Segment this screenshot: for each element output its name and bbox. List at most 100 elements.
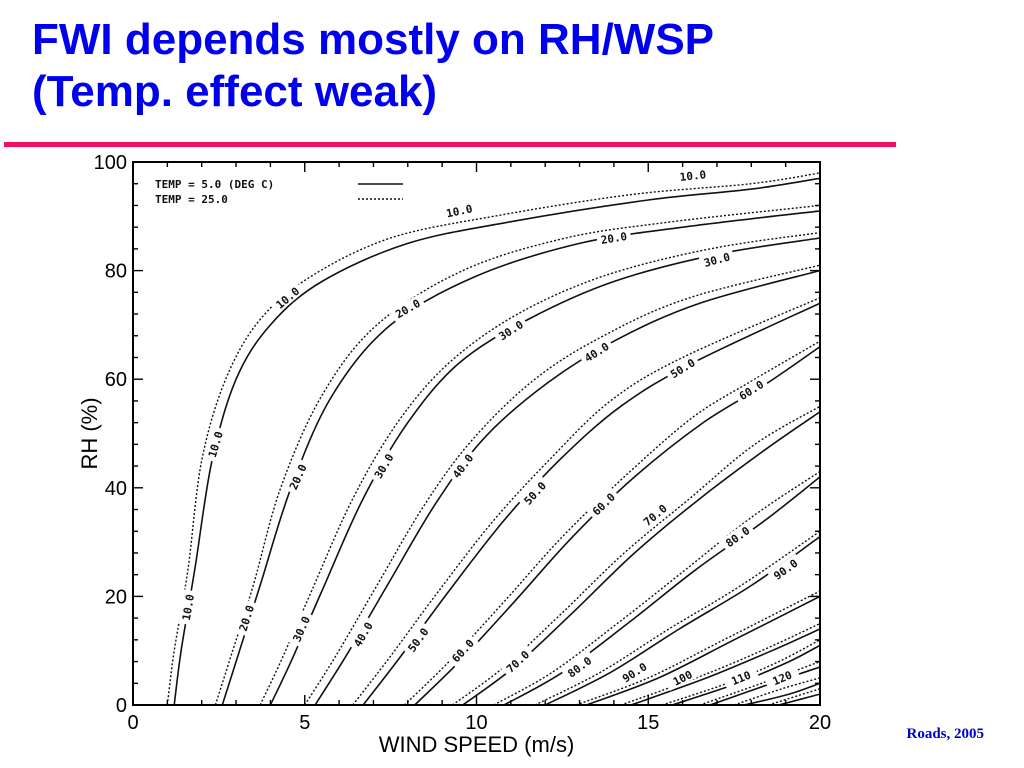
- contour-label-text: 20.0: [287, 462, 310, 491]
- contour-label-50.0-1: 50.0: [518, 475, 551, 510]
- x-tick-label: 10: [465, 712, 487, 734]
- contour-label-text: 30.0: [703, 251, 732, 270]
- y-tick-label: 60: [105, 369, 127, 391]
- contour-temp5-10.0: [173, 177, 820, 705]
- contour-temp25-unlabeled-13: [733, 677, 820, 705]
- contour-label-bg: [389, 294, 426, 323]
- contour-label-text: 10.0: [679, 168, 707, 184]
- y-tick-label: 0: [116, 695, 127, 717]
- contour-label-bg: [698, 248, 735, 270]
- contour-label-70.0-0: 70.0: [500, 644, 535, 678]
- contour-temp25-40.0: [304, 264, 820, 705]
- contour-temp25-120: [661, 639, 820, 705]
- contour-temp5-120: [672, 644, 820, 705]
- slide-title: FWI depends mostly on RH/WSP (Temp. effe…: [32, 14, 932, 118]
- title-divider: [4, 142, 896, 147]
- contour-label-10.0-0: 10.0: [178, 589, 197, 626]
- contour-label-50.0-2: 50.0: [664, 353, 701, 383]
- contour-label-bg: [178, 589, 197, 626]
- contour-label-20.0-2: 20.0: [389, 294, 426, 323]
- contour-temp5-80.0: [503, 476, 820, 705]
- contour-label-bg: [763, 664, 801, 691]
- x-tick-label: 20: [809, 712, 831, 734]
- contour-temp25-110: [620, 622, 820, 705]
- contour-labels: 10.0 10.0 10.0 10.0 10.0 20.0 20.0 20.0 20.0 30.0…: [178, 166, 803, 691]
- y-tick-label: 100: [94, 152, 127, 174]
- contour-label-60.0-1: 60.0: [586, 487, 620, 521]
- contour-label-80.0-1: 80.0: [719, 521, 755, 552]
- contour-label-bg: [446, 633, 479, 668]
- contour-label-text: 10.0: [206, 430, 226, 459]
- contour-label-text: 30.0: [372, 452, 397, 481]
- contour-temp5-20.0: [221, 210, 820, 705]
- contour-label-10.0-1: 10.0: [203, 426, 226, 463]
- y-tick-label: 80: [105, 261, 127, 283]
- contour-label-text: 20.0: [393, 297, 422, 321]
- contour-label-bg: [288, 610, 314, 647]
- contour-temp5-30.0: [269, 237, 820, 705]
- plot-frame: [132, 161, 821, 706]
- contour-label-60.0-2: 60.0: [733, 375, 769, 405]
- axes: 0 5 10 15 20 0 20 40 60 80 100 WIND SPEED (m/s) RH (…: [77, 152, 831, 757]
- contour-label-text: 40.0: [351, 620, 376, 649]
- contour-label-bg: [637, 498, 673, 531]
- x-axis-title: WIND SPEED (m/s): [379, 732, 575, 757]
- contour-temp25-70.0: [452, 405, 820, 705]
- contour-label-10.0-2: 10.0: [270, 281, 305, 314]
- y-tick-label: 20: [105, 586, 127, 608]
- contour-label-bg: [369, 447, 398, 484]
- contour-label-bg: [441, 200, 478, 221]
- contour-label-bg: [561, 651, 597, 682]
- contour-label-bg: [675, 166, 711, 184]
- contour-label-bg: [596, 228, 632, 247]
- contour-label-bg: [578, 337, 615, 367]
- contour-label-bg: [447, 448, 478, 484]
- contour-label-bg: [616, 657, 653, 687]
- contour-label-20.0-0: 20.0: [234, 599, 258, 637]
- contour-label-bg: [664, 664, 701, 691]
- contour-label-bg: [270, 281, 305, 314]
- contour-label-bg: [500, 644, 535, 678]
- contour-label-10.0-3: 10.0: [441, 200, 478, 221]
- contour-temp25-90.0: [534, 530, 820, 705]
- contour-label-text: 20.0: [600, 230, 628, 247]
- contour-temp25-100: [575, 590, 820, 705]
- contour-label-bg: [767, 553, 803, 585]
- contour-label-20.0-3: 20.0: [596, 228, 632, 247]
- contour-temp5-110: [630, 628, 820, 705]
- contour-label-30.0-2: 30.0: [492, 315, 529, 345]
- y-tick-label: 40: [105, 478, 127, 500]
- contour-label-bg: [402, 621, 434, 658]
- contour-temp5-unlabeled-13: [744, 682, 820, 705]
- contour-label-bg: [719, 521, 755, 552]
- contour-label-30.0-1: 30.0: [369, 447, 398, 484]
- contour-temp25-20.0: [214, 204, 820, 705]
- contour-label-80.0-0: 80.0: [561, 651, 597, 682]
- contour-label-30.0-0: 30.0: [288, 610, 314, 647]
- contour-label-bg: [234, 599, 258, 637]
- contour-temp25-30.0: [259, 231, 820, 705]
- contour-label-text: 10.0: [180, 593, 197, 621]
- contour-label-text: 20.0: [237, 604, 257, 633]
- contour-label-50.0-0: 50.0: [402, 621, 434, 658]
- contour-label-bg: [348, 616, 377, 653]
- x-tick-label: 0: [127, 712, 138, 734]
- contour-label-90.0-1: 90.0: [767, 553, 803, 585]
- source-credit: Roads, 2005: [906, 726, 984, 742]
- contour-label-bg: [284, 458, 311, 495]
- legend-entry-label: TEMP = 25.0: [155, 193, 228, 206]
- contour-label-text: 30.0: [290, 614, 313, 643]
- contour-label-120-0: 120: [763, 664, 801, 691]
- contour-label-bg: [722, 664, 760, 690]
- x-tick-label: 5: [299, 712, 310, 734]
- slide-title-line-2: (Temp. effect weak): [32, 67, 438, 116]
- legend-entry-label: TEMP = 5.0 (DEG C): [155, 178, 274, 191]
- plot-area: 10.0 10.0 10.0 10.0 10.0 20.0 20.0 20.0 20.0 30.0…: [166, 166, 820, 705]
- contour-label-bg: [203, 426, 226, 463]
- contour-label-20.0-1: 20.0: [284, 458, 311, 495]
- contour-label-text: 10.0: [445, 202, 474, 220]
- contour-label-40.0-0: 40.0: [348, 616, 377, 653]
- contour-label-bg: [733, 375, 769, 405]
- contour-label-10.0-4: 10.0: [675, 166, 711, 184]
